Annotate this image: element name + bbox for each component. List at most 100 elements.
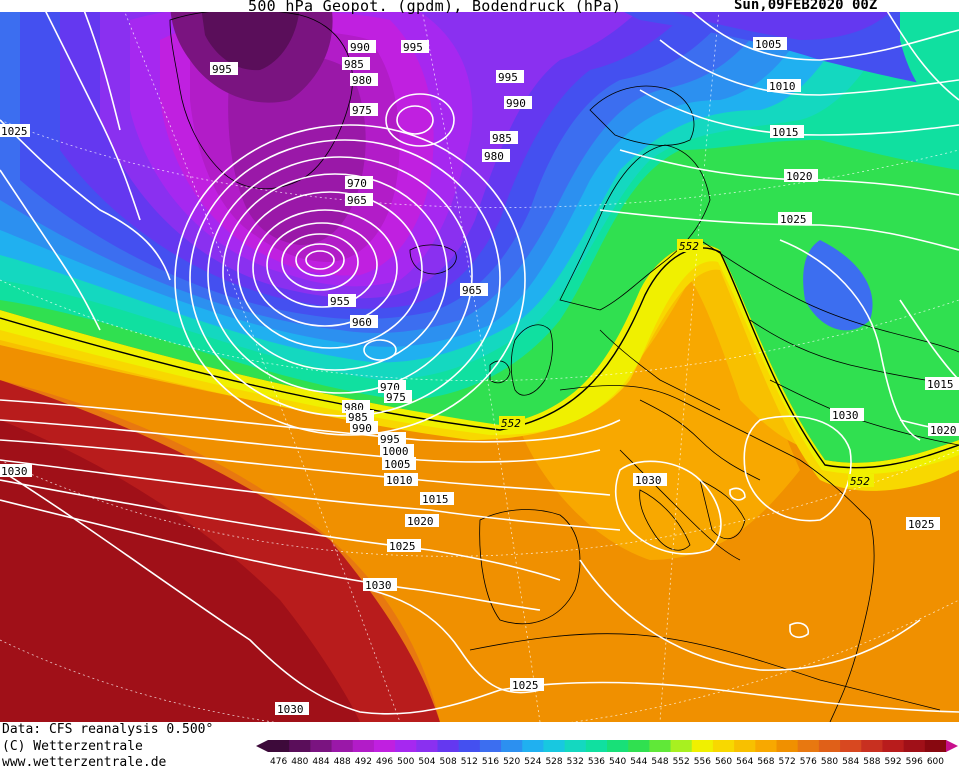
legend-tick-label: 600 [927, 757, 944, 767]
legend-swatch [501, 740, 523, 752]
legend-swatch [840, 740, 862, 752]
legend-arrow-high [946, 740, 958, 752]
legend-tick-label: 568 [757, 757, 774, 767]
svg-text:552: 552 [679, 240, 699, 253]
legend-tick-label: 488 [334, 757, 351, 767]
z500-labels: 552 552 552 [499, 239, 874, 488]
svg-text:552: 552 [850, 475, 870, 488]
legend-swatch [607, 740, 629, 752]
legend-swatch [522, 740, 544, 752]
legend-swatch [585, 740, 608, 752]
legend-tick-label: 588 [863, 757, 880, 767]
svg-text:980: 980 [484, 150, 504, 163]
svg-text:990: 990 [506, 97, 526, 110]
svg-text:980: 980 [352, 74, 372, 87]
legend-swatch [797, 740, 820, 752]
copyright-text: (C) Wetterzentrale [2, 739, 143, 754]
svg-text:1015: 1015 [422, 493, 449, 506]
legend-swatch [437, 740, 460, 752]
legend-tick-label: 516 [482, 757, 499, 767]
legend-arrow-low [256, 740, 268, 752]
svg-text:1030: 1030 [365, 579, 392, 592]
legend-swatch [628, 740, 650, 752]
legend-tick-label: 552 [673, 757, 690, 767]
legend-tick-label: 496 [376, 757, 393, 767]
legend-swatch [861, 740, 883, 752]
legend-swatch [268, 740, 290, 752]
legend-tick-label: 532 [567, 757, 584, 767]
legend-swatch [289, 740, 311, 752]
legend-tick-label: 492 [355, 757, 372, 767]
svg-text:1025: 1025 [389, 540, 416, 553]
legend-tick-label: 476 [270, 757, 287, 767]
legend-swatch [458, 740, 481, 752]
legend-tick-label: 544 [630, 757, 647, 767]
weather-map: 990 995 985 980 975 995 990 985 980 970 … [0, 12, 959, 722]
svg-text:995: 995 [380, 433, 400, 446]
legend-swatch [543, 740, 566, 752]
contour-labels: 990 995 985 980 975 995 990 985 980 970 … [0, 37, 959, 716]
svg-text:1020: 1020 [930, 424, 957, 437]
legend-swatch [776, 740, 799, 752]
legend-tick-label: 480 [291, 757, 308, 767]
svg-text:1025: 1025 [780, 213, 807, 226]
color-legend: 476 480 484 488 492 496 500 504 508 512 516 520 524 5… [256, 740, 958, 767]
svg-text:985: 985 [492, 132, 512, 145]
legend-swatch [352, 740, 375, 752]
z500-552-line [0, 247, 959, 469]
svg-text:1025: 1025 [1, 125, 28, 138]
svg-text:1010: 1010 [769, 80, 796, 93]
legend-tick-label: 572 [779, 757, 796, 767]
svg-text:1000: 1000 [382, 445, 409, 458]
svg-text:965: 965 [462, 284, 482, 297]
svg-text:995: 995 [212, 63, 232, 76]
website-link[interactable]: www.wetterzentrale.de [2, 755, 167, 770]
svg-text:1015: 1015 [927, 378, 954, 391]
legend-tick-label: 548 [651, 757, 668, 767]
legend-tick-label: 592 [884, 757, 901, 767]
svg-text:1005: 1005 [755, 38, 782, 51]
legend-swatch [882, 740, 905, 752]
legend-tick-label: 564 [736, 757, 753, 767]
map-title: 500 hPa Geopot. (gpdm), Bodendruck (hPa) [248, 0, 622, 15]
svg-text:995: 995 [498, 71, 518, 84]
svg-text:955: 955 [330, 295, 350, 308]
svg-text:975: 975 [386, 391, 406, 404]
svg-text:1020: 1020 [786, 170, 813, 183]
svg-text:1015: 1015 [772, 126, 799, 139]
svg-text:995: 995 [403, 41, 423, 54]
legend-swatch [479, 740, 502, 752]
legend-swatch [331, 740, 354, 752]
legend-swatch [649, 740, 672, 752]
legend-swatch [416, 740, 438, 752]
map-date: Sun,09FEB2020 00Z [734, 0, 878, 13]
svg-text:975: 975 [352, 104, 372, 117]
svg-text:1025: 1025 [908, 518, 935, 531]
svg-text:1020: 1020 [407, 515, 434, 528]
svg-text:985: 985 [344, 58, 364, 71]
legend-tick-label: 536 [588, 757, 605, 767]
legend-tick-label: 580 [821, 757, 838, 767]
legend-swatch [395, 740, 417, 752]
svg-text:970: 970 [347, 177, 367, 190]
svg-text:990: 990 [352, 422, 372, 435]
svg-text:1005: 1005 [384, 458, 411, 471]
svg-text:985: 985 [348, 411, 368, 424]
svg-text:990: 990 [350, 41, 370, 54]
legend-tick-label: 556 [694, 757, 711, 767]
svg-text:1030: 1030 [1, 465, 28, 478]
legend-swatch [310, 740, 333, 752]
coastlines [169, 12, 959, 722]
legend-swatch [373, 740, 396, 752]
legend-tick-label: 508 [440, 757, 457, 767]
legend-swatch [670, 740, 693, 752]
legend-tick-label: 576 [800, 757, 817, 767]
legend-swatch [755, 740, 777, 752]
legend-tick-label: 540 [609, 757, 626, 767]
legend-tick-label: 596 [906, 757, 923, 767]
svg-text:552: 552 [501, 417, 521, 430]
legend-swatch [903, 740, 926, 752]
legend-tick-label: 512 [461, 757, 478, 767]
legend-tick-label: 504 [418, 757, 435, 767]
svg-text:1030: 1030 [635, 474, 662, 487]
